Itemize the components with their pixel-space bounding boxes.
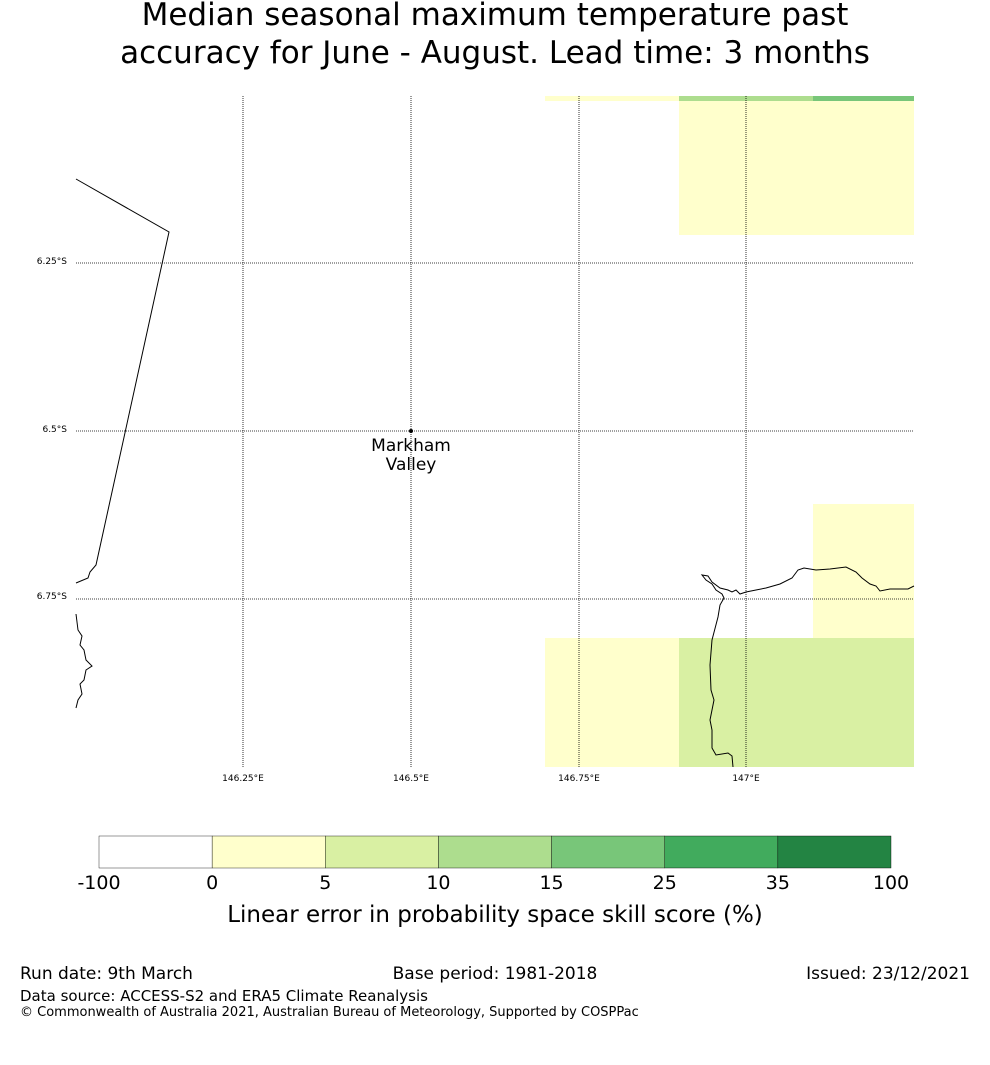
gridlines bbox=[76, 96, 914, 767]
cell bbox=[679, 101, 914, 235]
colorbar-segment bbox=[438, 835, 552, 869]
colorbar-tick-label: -100 bbox=[77, 872, 121, 894]
lon-label: 146.25°E bbox=[222, 774, 264, 784]
lon-label: 146.75°E bbox=[558, 774, 600, 784]
colorbar-tick-label: 35 bbox=[765, 872, 790, 894]
lat-label: 6.25°S bbox=[36, 257, 67, 267]
base-period: Base period: 1981-2018 bbox=[392, 964, 598, 984]
colorbar-tick-label: 100 bbox=[872, 872, 910, 894]
coastline bbox=[75, 613, 93, 709]
cell bbox=[813, 504, 914, 638]
colorbar-segment bbox=[325, 835, 439, 869]
coastlines bbox=[75, 178, 915, 768]
chart-title: Median seasonal maximum temperature past… bbox=[120, 0, 870, 71]
cell bbox=[813, 96, 914, 101]
border-line bbox=[75, 178, 170, 584]
lat-label: 6.5°S bbox=[42, 425, 67, 435]
colorbar-tick-label: 5 bbox=[319, 872, 332, 894]
skill-cells bbox=[545, 96, 914, 767]
copyright: © Commonwealth of Australia 2021, Austra… bbox=[20, 1005, 639, 1020]
river-coastline bbox=[700, 566, 915, 768]
colorbar-segment bbox=[777, 835, 892, 869]
colorbar-segment bbox=[211, 835, 326, 869]
cell bbox=[679, 638, 914, 767]
lon-label: 147°E bbox=[732, 774, 760, 784]
lat-label: 6.75°S bbox=[36, 592, 67, 602]
colorbar-segment bbox=[664, 835, 779, 869]
colorbar-tick-label: 15 bbox=[539, 872, 564, 894]
colorbar-label: Linear error in probability space skill … bbox=[227, 902, 763, 928]
cell bbox=[545, 638, 679, 767]
colorbar-segment bbox=[98, 835, 213, 869]
issued-date: Issued: 23/12/2021 bbox=[806, 964, 970, 984]
lon-label: 146.5°E bbox=[393, 774, 429, 784]
colorbar bbox=[98, 835, 892, 869]
data-source: Data source: ACCESS-S2 and ERA5 Climate … bbox=[20, 987, 428, 1005]
run-date: Run date: 9th March bbox=[20, 964, 193, 984]
colorbar-tick-label: 25 bbox=[652, 872, 677, 894]
colorbar-segment bbox=[551, 835, 665, 869]
cell bbox=[545, 96, 679, 101]
place-label: Markham Valley bbox=[371, 436, 451, 475]
colorbar-tick-label: 0 bbox=[206, 872, 219, 894]
colorbar-tick-label: 10 bbox=[426, 872, 451, 894]
place-marker bbox=[409, 429, 413, 433]
